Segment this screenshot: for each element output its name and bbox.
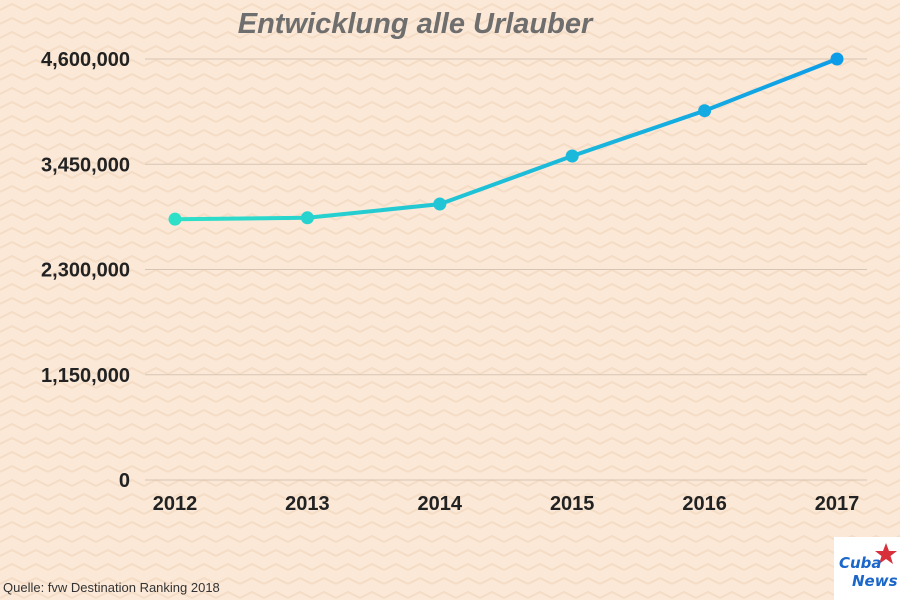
data-points bbox=[168, 52, 844, 226]
logo-word-1: Cuba bbox=[839, 554, 882, 572]
x-tick-label: 2012 bbox=[153, 493, 198, 515]
y-tick-label: 0 bbox=[119, 470, 130, 492]
data-point-2017 bbox=[830, 52, 844, 66]
logo-word-2: News bbox=[852, 572, 898, 590]
y-tick-label: 3,450,000 bbox=[41, 154, 130, 176]
cuba-news-logo: Cuba News bbox=[834, 537, 900, 600]
y-tick-label: 1,150,000 bbox=[41, 365, 130, 387]
series-line bbox=[173, 57, 839, 222]
y-axis-tick-labels: 0 1,150,000 2,300,000 3,450,000 4,600,000 bbox=[41, 49, 130, 492]
data-point-2015 bbox=[565, 149, 579, 163]
x-tick-label: 2017 bbox=[815, 493, 860, 515]
chart-title: Entwicklung alle Urlauber bbox=[237, 8, 593, 40]
data-point-2016 bbox=[698, 104, 712, 118]
y-tick-label: 4,600,000 bbox=[41, 49, 130, 71]
x-tick-label: 2016 bbox=[682, 493, 727, 515]
data-point-2014 bbox=[433, 197, 447, 211]
star-icon bbox=[875, 543, 897, 564]
data-point-2012 bbox=[168, 212, 182, 226]
y-tick-label: 2,300,000 bbox=[41, 260, 130, 282]
x-tick-label: 2013 bbox=[285, 493, 330, 515]
gridlines bbox=[145, 58, 867, 481]
x-tick-label: 2015 bbox=[550, 493, 595, 515]
x-tick-label: 2014 bbox=[418, 493, 463, 515]
data-point-2013 bbox=[300, 211, 314, 225]
source-note: Quelle: fvw Destination Ranking 2018 bbox=[3, 580, 220, 595]
x-axis-tick-labels: 2012 2013 2014 2015 2016 2017 bbox=[153, 493, 860, 515]
